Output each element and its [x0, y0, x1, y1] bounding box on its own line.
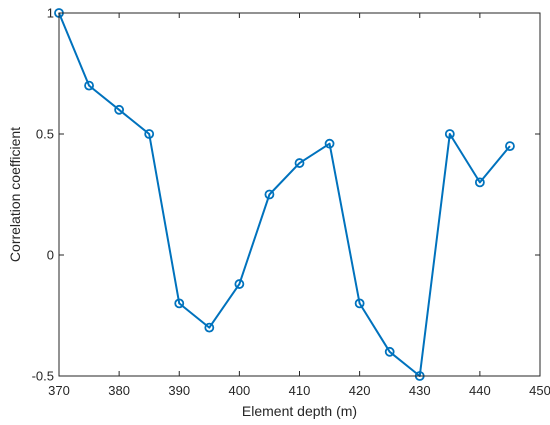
x-tick-label: 380 — [108, 383, 130, 398]
series-line — [58, 12, 511, 377]
plot-frame — [58, 12, 541, 377]
data-point-marker — [294, 158, 305, 168]
plot-area — [59, 13, 540, 376]
x-tick-label: 430 — [409, 383, 431, 398]
data-point-marker — [264, 189, 275, 200]
data-point-marker — [505, 141, 515, 152]
series-group — [54, 8, 515, 381]
x-tick-label: 390 — [168, 383, 190, 398]
y-tick-label: 0.5 — [36, 127, 54, 142]
x-tick-label: 410 — [289, 383, 311, 398]
data-point-marker — [354, 298, 365, 309]
x-axis-title: Element depth (m) — [242, 403, 357, 419]
data-point-marker — [384, 346, 395, 357]
x-tick-label: 370 — [48, 383, 70, 398]
y-tick-label: -0.5 — [32, 369, 54, 384]
data-point-marker — [174, 298, 185, 309]
data-point-marker — [204, 322, 215, 333]
data-point-marker — [324, 138, 335, 149]
data-point-marker — [234, 279, 245, 289]
axes: 370 380 390 400 410 420 430 440 450 -0.5 0 0.5 1 — [32, 6, 550, 399]
data-point-marker — [144, 129, 155, 139]
y-tick-label: 0 — [47, 248, 54, 263]
data-point-marker — [84, 80, 94, 91]
y-axis-title: Correlation coefficient — [7, 127, 23, 262]
x-tick-label: 420 — [349, 383, 371, 398]
data-point-marker — [474, 177, 485, 188]
y-tick-label: 1 — [47, 6, 54, 21]
data-point-marker — [114, 104, 125, 115]
data-point-marker — [444, 129, 455, 139]
x-tick-label: 400 — [229, 383, 251, 398]
x-tick-label: 450 — [529, 383, 550, 398]
x-tick-label: 440 — [469, 383, 491, 398]
